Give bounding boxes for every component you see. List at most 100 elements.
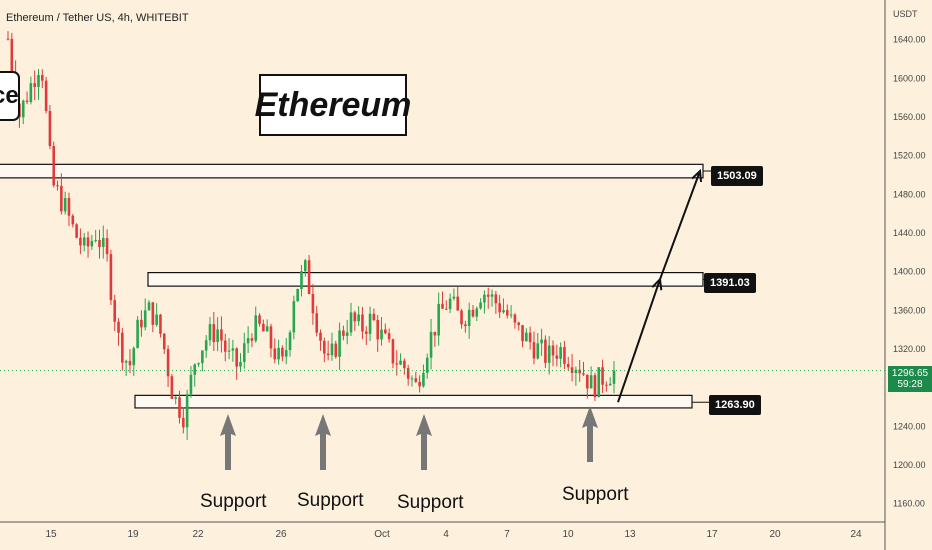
candle-body <box>441 303 444 309</box>
currency-label: USDT <box>893 9 918 19</box>
candle-body <box>75 224 78 238</box>
candle-body <box>490 294 494 297</box>
candle-body <box>155 314 158 325</box>
candle-body <box>300 271 303 289</box>
candle-body <box>601 367 604 385</box>
x-tick-label: 20 <box>769 529 781 540</box>
candle-body <box>475 308 479 317</box>
y-tick-label: 1480.00 <box>893 189 926 199</box>
y-tick-label: 1320.00 <box>893 344 926 354</box>
candle-body <box>147 302 151 311</box>
y-tick-label: 1640.00 <box>893 35 926 45</box>
candle-body <box>21 100 25 118</box>
candle-body <box>406 368 410 379</box>
candle-body <box>334 343 338 357</box>
candle-body <box>593 375 597 398</box>
level-band-middle <box>147 272 704 287</box>
candle-body <box>170 376 174 399</box>
candle-body <box>117 321 120 333</box>
headline-box: Ethereum <box>255 74 411 136</box>
candle-body <box>517 322 521 326</box>
candle-body <box>323 340 326 354</box>
candle-body <box>292 301 296 333</box>
candle-body <box>37 75 40 87</box>
candle-body <box>464 324 467 327</box>
support-label-4: Support <box>562 484 629 505</box>
candle-body <box>105 238 109 255</box>
y-tick-label: 1360.00 <box>893 305 926 315</box>
candle-body <box>25 100 29 103</box>
level-label-middle: 1391.03 <box>704 273 756 293</box>
candle-body <box>284 350 288 357</box>
candle-body <box>342 330 345 336</box>
support-label-2: Support <box>297 490 364 511</box>
candle-body <box>33 83 36 87</box>
candle-body <box>612 370 616 384</box>
candle-body <box>471 309 475 317</box>
candle-body <box>182 417 185 428</box>
candle-body <box>364 331 368 334</box>
candle-body <box>384 329 387 334</box>
y-tick-label: 1520.00 <box>893 151 926 161</box>
candle-body <box>178 397 181 418</box>
candle-body <box>326 353 330 356</box>
candle-body <box>498 303 501 313</box>
candle-body <box>94 239 97 241</box>
candle-body <box>608 383 612 386</box>
x-tick-label: 26 <box>275 529 287 540</box>
candle-body <box>479 302 482 309</box>
candle-body <box>311 293 315 314</box>
candle-body <box>486 294 490 297</box>
candle-body <box>288 332 292 351</box>
candle-body <box>582 373 585 375</box>
candle-body <box>448 298 452 310</box>
symbol-header: Ethereum / Tether US, 4h, WHITEBIT <box>6 12 189 24</box>
support-arrow-icon <box>220 414 236 470</box>
x-tick-label: 13 <box>624 529 636 540</box>
current-price-tag: 1296.65 59:28 <box>888 366 932 392</box>
candle-body <box>296 288 299 302</box>
candle-body <box>56 185 59 187</box>
candle-body <box>414 378 418 382</box>
candle-body <box>162 333 166 350</box>
candle-body <box>201 350 204 364</box>
candle-body <box>391 339 395 364</box>
candle-body <box>48 111 52 147</box>
candle-body <box>536 343 540 359</box>
candle-body <box>166 349 170 377</box>
y-tick-label: 1600.00 <box>893 73 926 83</box>
candle-body <box>258 315 261 324</box>
candle-body <box>29 83 33 103</box>
candle-body <box>387 333 391 340</box>
level-label-top: 1503.09 <box>711 166 763 186</box>
level-band-bottom <box>134 394 693 409</box>
candle-body <box>220 329 223 341</box>
candle-body <box>563 347 566 364</box>
level-band-top <box>0 163 704 179</box>
candle-body <box>243 343 246 362</box>
support-arrow-icon <box>315 414 331 470</box>
candle-body <box>41 75 44 81</box>
candle-body <box>502 310 505 313</box>
candle-body <box>555 355 559 359</box>
candle-body <box>98 239 101 247</box>
candle-body <box>532 342 536 359</box>
candle-body <box>403 360 406 369</box>
candle-body <box>67 198 71 216</box>
candle-body <box>372 313 376 321</box>
candle-body <box>422 372 425 387</box>
x-tick-label: 10 <box>562 529 574 540</box>
candle-body <box>90 240 94 247</box>
candle-body <box>513 314 517 323</box>
candle-body <box>159 314 162 334</box>
candle-body <box>578 369 581 374</box>
candle-body <box>128 360 132 366</box>
x-tick-label: 24 <box>850 529 862 540</box>
candle-body <box>235 348 238 367</box>
candle-body <box>204 340 208 351</box>
candle-body <box>380 329 383 340</box>
candle-body <box>395 363 399 365</box>
candle-body <box>227 350 231 352</box>
candle-body <box>140 319 143 328</box>
